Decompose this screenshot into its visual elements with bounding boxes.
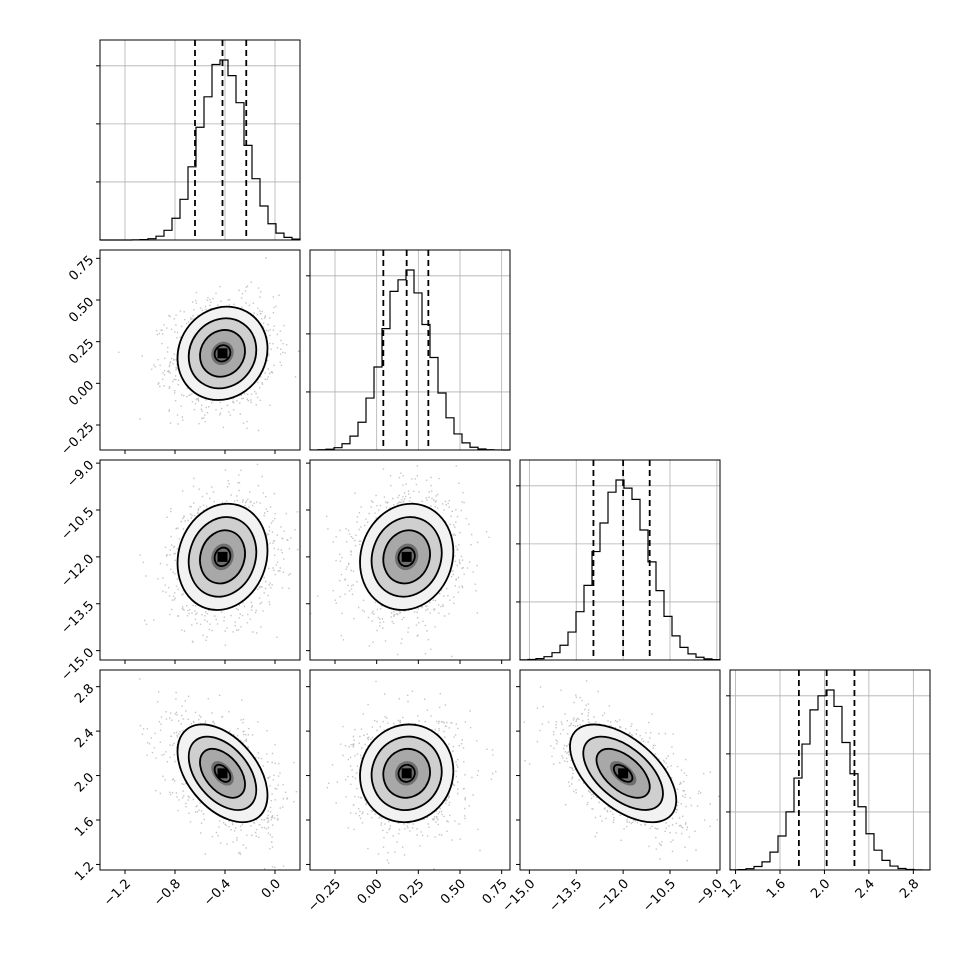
density-peak bbox=[217, 348, 228, 359]
contour-line bbox=[397, 763, 416, 783]
contour-line bbox=[595, 747, 651, 799]
density-peak bbox=[217, 768, 228, 779]
contour-line bbox=[199, 529, 246, 585]
x-tick-label: 0.25 bbox=[396, 876, 427, 907]
x-tick-label: 0.0 bbox=[259, 876, 284, 901]
contour-line bbox=[213, 344, 232, 363]
density-peak bbox=[217, 551, 228, 562]
y-tick-label: 2.8 bbox=[72, 681, 97, 706]
y-tick-label: −13.5 bbox=[59, 598, 98, 637]
x-tick-label: −12.0 bbox=[593, 876, 632, 915]
contour-line bbox=[176, 502, 269, 611]
x-tick-label: −1.2 bbox=[101, 876, 134, 909]
panel-frame bbox=[99, 459, 301, 661]
contour-line bbox=[359, 502, 455, 611]
contour-line bbox=[582, 735, 664, 811]
panel-frame bbox=[99, 249, 301, 451]
contour-line bbox=[382, 529, 431, 585]
y-tick-label: −15.0 bbox=[59, 645, 98, 684]
y-tick-label: 0.75 bbox=[66, 253, 97, 284]
contour-line bbox=[187, 317, 258, 390]
contour-line bbox=[370, 516, 443, 598]
x-tick-label: 0.00 bbox=[355, 876, 386, 907]
panel-frame bbox=[729, 669, 931, 871]
x-tick-label: 2.4 bbox=[853, 876, 878, 901]
contour-line bbox=[176, 723, 269, 824]
contour-line bbox=[397, 546, 416, 568]
x-tick-label: 1.2 bbox=[719, 876, 744, 901]
x-tick-label: −0.25 bbox=[305, 876, 344, 915]
contour-line bbox=[187, 516, 258, 598]
panel-frame bbox=[309, 459, 511, 661]
scatter-panel-1-0 bbox=[96, 249, 301, 454]
panel-frame bbox=[519, 459, 721, 661]
histogram-step bbox=[729, 689, 931, 871]
y-tick-label: 0.50 bbox=[66, 295, 97, 326]
density-peak bbox=[618, 768, 629, 779]
hist-panel-3 bbox=[726, 669, 931, 871]
scatter-panel-3-1 bbox=[306, 669, 511, 874]
panel-frame bbox=[99, 669, 301, 871]
x-tick-label: 0.50 bbox=[438, 876, 469, 907]
x-tick-label: 2.8 bbox=[897, 876, 922, 901]
x-tick-label: −10.5 bbox=[640, 876, 679, 915]
y-tick-label: 2.0 bbox=[72, 770, 97, 795]
y-tick-label: −12.0 bbox=[59, 552, 98, 591]
y-tick-label: 2.4 bbox=[72, 726, 97, 751]
scatter-panel-3-0 bbox=[96, 669, 301, 874]
hist-panel-2 bbox=[516, 459, 721, 661]
contour-line bbox=[213, 546, 232, 568]
scatter-panel-2-0 bbox=[96, 459, 301, 664]
x-tick-label: −13.5 bbox=[547, 876, 586, 915]
contour-line bbox=[199, 329, 246, 378]
x-tick-label: 1.6 bbox=[764, 876, 789, 901]
density-peak bbox=[401, 768, 412, 779]
contour-line bbox=[359, 723, 455, 824]
density-peak bbox=[401, 551, 412, 562]
contour-line bbox=[199, 747, 246, 799]
histogram-step bbox=[100, 59, 301, 241]
y-tick-label: −10.5 bbox=[59, 505, 98, 544]
y-tick-label: −0.25 bbox=[59, 420, 98, 459]
contour-line bbox=[213, 763, 232, 783]
hist-panel-1 bbox=[306, 249, 511, 451]
hist-panel-0 bbox=[96, 39, 301, 241]
contour-line bbox=[569, 723, 678, 824]
scatter-panel-2-1 bbox=[306, 459, 511, 664]
panel-frame bbox=[519, 669, 721, 871]
panel-frame bbox=[309, 669, 511, 871]
contour-line bbox=[382, 747, 431, 799]
contour-line bbox=[176, 305, 269, 401]
y-tick-label: −9.0 bbox=[64, 458, 97, 491]
y-tick-label: 0.00 bbox=[66, 378, 97, 409]
contour-line bbox=[187, 735, 258, 811]
contour-line bbox=[612, 763, 634, 783]
y-tick-label: 0.25 bbox=[66, 336, 97, 367]
panel-frame bbox=[309, 249, 511, 451]
contour-line bbox=[370, 735, 443, 811]
x-tick-label: 2.0 bbox=[808, 876, 833, 901]
histogram-step bbox=[309, 269, 511, 451]
y-tick-label: 1.2 bbox=[72, 859, 97, 884]
histogram-step bbox=[519, 479, 721, 661]
scatter-panel-3-2 bbox=[516, 669, 721, 874]
x-tick-label: −0.8 bbox=[151, 876, 184, 909]
x-tick-label: −0.4 bbox=[201, 876, 234, 909]
y-tick-label: 1.6 bbox=[72, 815, 97, 840]
panel-frame bbox=[99, 39, 301, 241]
